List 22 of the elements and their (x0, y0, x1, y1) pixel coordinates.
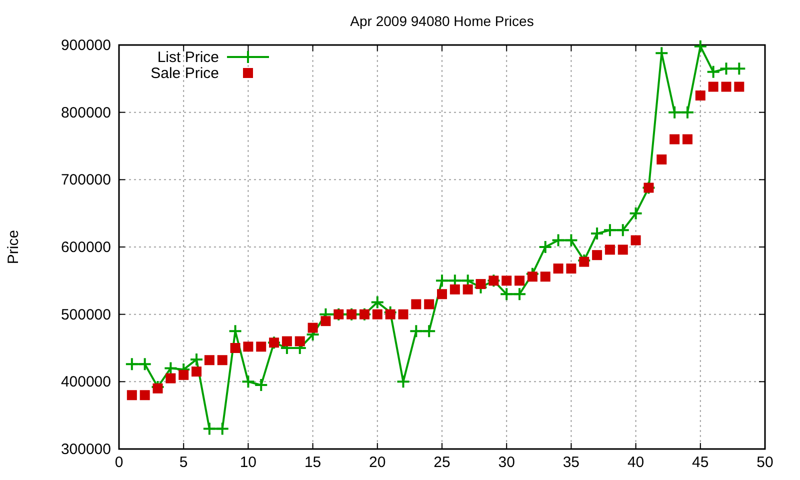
x-tick-label: 25 (434, 454, 450, 471)
y-tick-label: 800000 (60, 104, 111, 122)
y-tick-label: 500000 (60, 306, 111, 324)
x-tick-label: 35 (562, 454, 580, 471)
x-tick-label: 40 (627, 454, 644, 471)
x-tick-label: 50 (756, 454, 774, 471)
y-axis-title: Price (5, 230, 22, 264)
x-tick-label: 45 (692, 454, 709, 471)
x-tick-label: 10 (240, 454, 257, 471)
chart-title: Apr 2009 94080 Home Prices (350, 13, 534, 29)
x-tick-label: 5 (179, 454, 188, 471)
x-tick-label: 0 (114, 454, 124, 471)
x-tick-label: 30 (498, 454, 515, 471)
y-tick-label: 600000 (60, 239, 111, 256)
y-tick-label: 900000 (60, 37, 111, 54)
x-tick-label: 20 (369, 454, 386, 471)
y-tick-label: 700000 (60, 172, 111, 189)
legend-label: Sale Price (150, 65, 219, 82)
y-tick-label: 400000 (60, 374, 111, 391)
x-tick-label: 15 (304, 454, 322, 471)
y-tick-label: 300000 (60, 441, 111, 458)
legend-label: List Price (157, 49, 219, 66)
